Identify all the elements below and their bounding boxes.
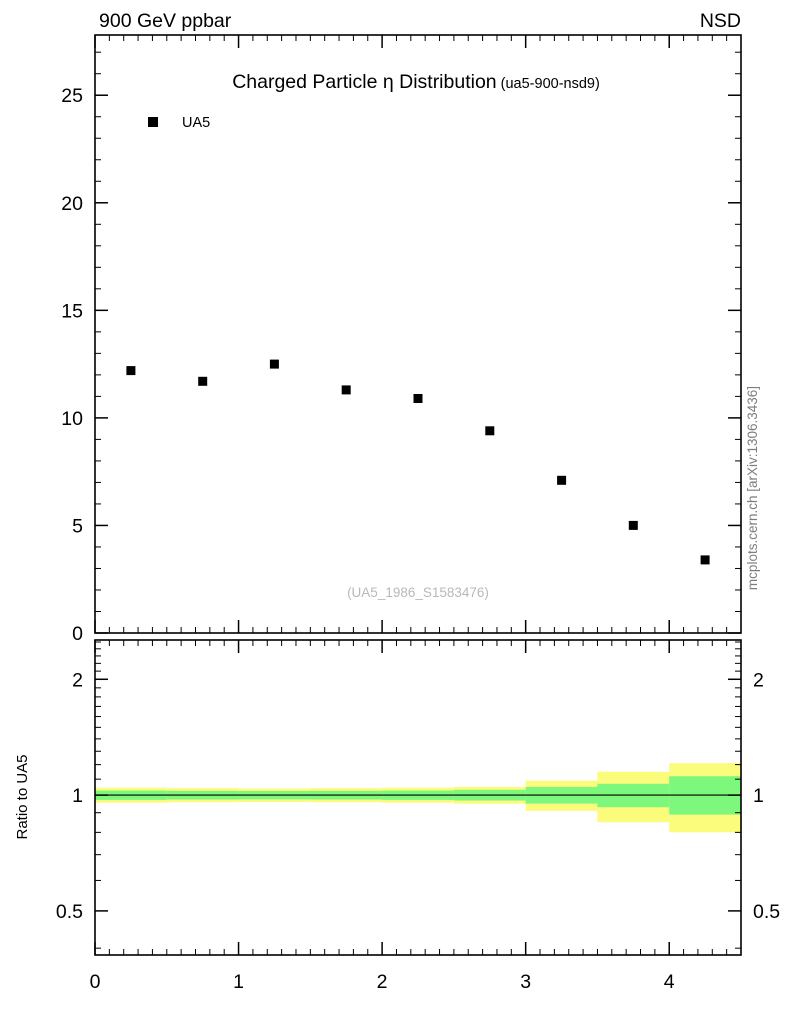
header-energy-label: 900 GeV ppbar	[99, 10, 232, 32]
ratio-panel-frame	[94, 639, 742, 956]
data-point-ua5	[700, 555, 710, 565]
axis-tick-labels: 0 5 10 15 20 25 0 1 2 3 4 0.5 0.5 1 1 2 2	[56, 85, 780, 993]
data-point-ua5	[485, 426, 495, 436]
x-tick-label: 0	[90, 971, 101, 993]
data-point-ua5	[413, 394, 423, 403]
plot-title-sub: (ua5-900-nsd9)	[501, 76, 600, 92]
analysis-id-watermark: (UA5_1986_S1583476)	[347, 585, 489, 600]
ratio-y-tick-label-left: 1	[72, 785, 83, 807]
main-y-tick-label: 20	[61, 193, 83, 215]
main-panel-frame	[94, 34, 742, 634]
data-point-ua5	[126, 366, 136, 376]
ratio-y-tick-label-left: 0.5	[56, 901, 83, 923]
ratio-y-tick-label-right: 1	[753, 785, 764, 807]
data-point-ua5	[269, 359, 279, 369]
data-point-ua5	[341, 385, 351, 395]
data-point-ua5	[557, 475, 567, 485]
main-y-tick-label: 15	[61, 300, 83, 322]
x-tick-label: 4	[664, 971, 675, 993]
data-series-ua5	[126, 359, 710, 565]
uncertainty-bands	[95, 763, 741, 833]
ratio-y-tick-label-right: 2	[753, 669, 764, 691]
main-y-tick-label: 10	[61, 408, 83, 430]
x-tick-label: 3	[520, 971, 531, 993]
legend-marker-ua5	[148, 117, 158, 127]
axis-ticks	[94, 35, 742, 955]
ratio-axis-title: Ratio to UA5	[14, 754, 31, 839]
main-y-tick-label: 0	[72, 623, 83, 645]
main-y-tick-label: 5	[72, 515, 83, 537]
data-point-ua5	[628, 520, 638, 530]
ratio-y-tick-label-right: 0.5	[753, 901, 780, 923]
mcplots-attribution: mcplots.cern.ch [arXiv:1306.3436]	[745, 386, 760, 590]
plot-title-main: Charged Particle η Distribution	[232, 71, 496, 93]
x-tick-label: 1	[233, 971, 244, 993]
header-event-class-label: NSD	[700, 10, 741, 32]
legend-label-ua5: UA5	[182, 115, 210, 131]
x-tick-label: 2	[377, 971, 388, 993]
main-y-tick-label: 25	[61, 85, 83, 107]
ratio-y-tick-label-left: 2	[72, 669, 83, 691]
plot-title: Charged Particle η Distribution (ua5-900-…	[232, 71, 600, 93]
data-point-ua5	[198, 376, 208, 386]
